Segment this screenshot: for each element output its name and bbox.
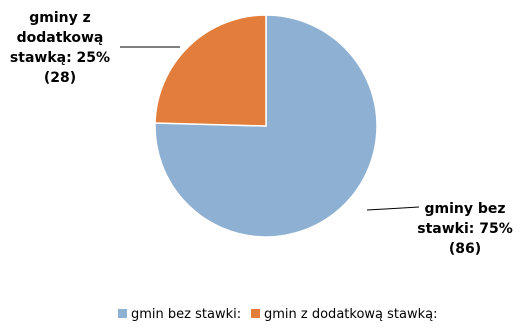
pie-slice-dodatkowa-stawka bbox=[154, 14, 267, 127]
data-label-bez-stawki: gminy bez stawki: 75% (86) bbox=[417, 201, 513, 257]
legend-swatch bbox=[251, 309, 260, 318]
leader-line-bez-stawki bbox=[366, 206, 420, 211]
legend-label: gmin bez stawki: bbox=[131, 307, 241, 322]
legend-item-dodatkowa-stawka: gmin z dodatkową stawką: bbox=[251, 307, 437, 322]
legend-item-bez-stawki: gmin bez stawki: bbox=[118, 307, 241, 322]
legend-swatch bbox=[118, 309, 127, 318]
data-label-dodatkowa-stawka: gminy z dodatkową stawką: 25% (28) bbox=[10, 10, 110, 86]
legend-label: gmin z dodatkową stawką: bbox=[264, 307, 437, 322]
